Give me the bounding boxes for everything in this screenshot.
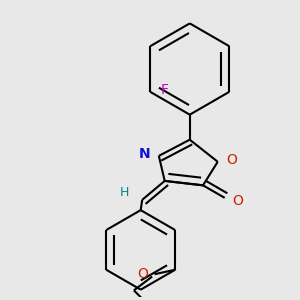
Text: F: F bbox=[160, 83, 169, 98]
Text: N: N bbox=[139, 147, 151, 161]
Text: O: O bbox=[232, 194, 243, 208]
Text: O: O bbox=[137, 267, 148, 281]
Text: O: O bbox=[226, 153, 237, 167]
Text: H: H bbox=[119, 186, 129, 199]
